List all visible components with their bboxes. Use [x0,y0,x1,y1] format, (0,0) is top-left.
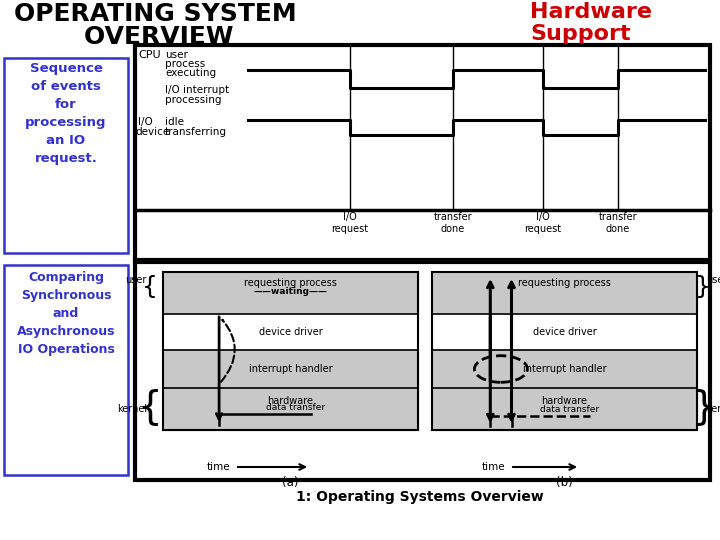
Text: }: } [690,388,716,426]
Text: (a): (a) [282,476,299,489]
Bar [432,272,697,314]
Text: {: { [142,275,158,299]
Bar [163,272,418,430]
Text: process: process [165,59,205,69]
Text: I/O interrupt: I/O interrupt [165,85,229,95]
Text: I/O: I/O [138,117,153,127]
Bar [432,272,697,430]
Text: OPERATING SYSTEM: OPERATING SYSTEM [14,2,297,26]
Bar [4,58,128,253]
Text: interrupt handler: interrupt handler [248,364,333,374]
Text: }: } [695,275,711,299]
Text: transfer
done: transfer done [599,212,637,234]
Text: hardware: hardware [541,396,588,406]
Bar [4,265,128,475]
Bar [135,45,710,260]
Text: (b): (b) [556,476,573,489]
Text: executing: executing [165,68,216,78]
Text: time: time [482,462,505,472]
Text: device: device [135,127,169,137]
Text: requesting process: requesting process [518,278,611,288]
Text: user: user [125,275,147,285]
Text: Comparing
Synchronous
and
Asynchronous
IO Operations: Comparing Synchronous and Asynchronous I… [17,271,115,356]
Bar [163,272,418,314]
Text: CPU: CPU [138,50,161,60]
FancyArrowPatch shape [221,320,235,382]
Text: hardware: hardware [268,396,313,406]
Bar [135,262,710,480]
Text: Sequence
of events
for
processing
an IO
request.: Sequence of events for processing an IO … [25,62,107,165]
Text: device driver: device driver [258,327,323,337]
Text: processing: processing [165,95,222,105]
Text: Hardware: Hardware [530,2,652,22]
Text: data transfer: data transfer [540,405,599,414]
Text: user: user [165,50,188,60]
Text: ——waiting——: ——waiting—— [253,287,328,295]
Text: Support: Support [530,24,631,44]
Text: {: { [138,388,163,426]
Text: OVERVIEW: OVERVIEW [14,25,233,49]
Text: interrupt handler: interrupt handler [523,364,606,374]
Text: device driver: device driver [533,327,596,337]
Text: kernel: kernel [706,404,720,414]
Bar [163,350,418,388]
Text: I/O
request: I/O request [331,212,369,234]
Bar [432,350,697,388]
Bar [432,314,697,350]
Text: kernel: kernel [117,404,147,414]
Text: idle: idle [165,117,184,127]
Text: user: user [706,275,720,285]
Text: transferring: transferring [165,127,227,137]
Text: requesting process: requesting process [244,278,337,288]
Text: data transfer: data transfer [266,403,325,412]
Bar [163,388,418,430]
Bar [163,314,418,350]
Text: time: time [207,462,230,472]
Text: 1: Operating Systems Overview: 1: Operating Systems Overview [296,490,544,504]
Bar [432,388,697,430]
Text: I/O
request: I/O request [524,212,562,234]
Text: transfer
done: transfer done [433,212,472,234]
